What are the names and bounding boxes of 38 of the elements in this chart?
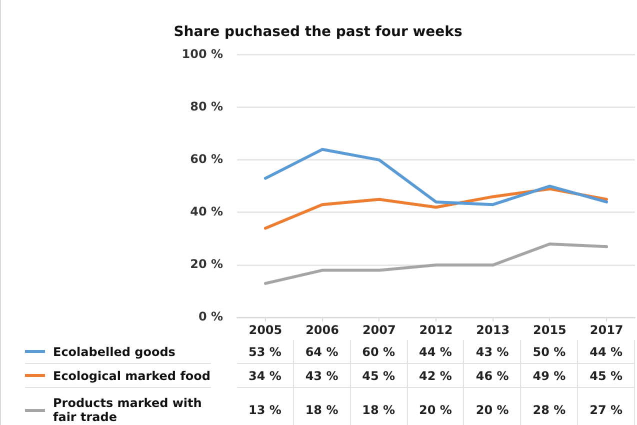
data-label: 46 % [464, 364, 522, 388]
data-label: 53 % [237, 340, 294, 364]
y-tick-label: 40 % [190, 204, 223, 219]
x-tick-label: 2012 [419, 322, 453, 337]
data-label: 64 % [294, 340, 351, 364]
data-label: 44 % [578, 340, 635, 364]
x-tick-label: 2015 [533, 322, 566, 337]
legend-label: Products marked with fair trade [53, 396, 203, 424]
x-tick-label: 2007 [362, 322, 396, 337]
y-tick-label: 100 % [182, 46, 223, 61]
data-label: 43 % [294, 364, 351, 388]
data-label: 60 % [350, 340, 408, 364]
data-label: 42 % [408, 364, 464, 388]
data-label: 43 % [464, 340, 522, 364]
data-label: 28 % [521, 388, 578, 425]
data-label: 18 % [350, 388, 408, 425]
data-label: 45 % [578, 364, 635, 388]
x-tick-label: 2005 [248, 322, 282, 337]
legend-label: Ecolabelled goods [53, 344, 176, 358]
data-label: 45 % [350, 364, 408, 388]
x-tick-label: 2006 [306, 322, 339, 337]
legend-label: Ecological marked food [53, 368, 210, 382]
data-label: 44 % [408, 340, 464, 364]
data-label: 20 % [408, 388, 464, 425]
data-label: 13 % [237, 388, 294, 425]
data-label: 49 % [521, 364, 578, 388]
y-tick-label: 80 % [190, 99, 223, 114]
data-label: 27 % [578, 388, 635, 425]
data-label: 34 % [237, 364, 294, 388]
x-tick-label: 2013 [476, 322, 510, 337]
data-label: 20 % [464, 388, 522, 425]
data-label: 50 % [521, 340, 578, 364]
chart-title: Share puchased the past four weeks [174, 24, 462, 40]
y-tick-label: 0 % [198, 310, 223, 324]
x-tick-label: 2017 [590, 322, 624, 337]
y-tick-label: 20 % [190, 257, 223, 272]
y-tick-label: 60 % [190, 152, 223, 166]
data-label: 18 % [294, 388, 351, 425]
